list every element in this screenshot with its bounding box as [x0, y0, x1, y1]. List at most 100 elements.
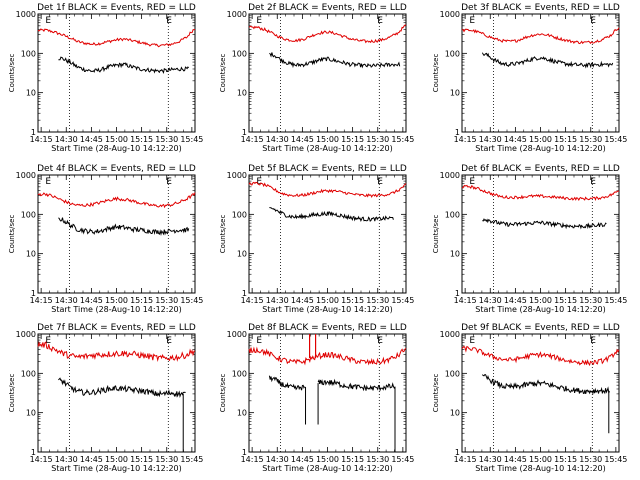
event-marker-label: E — [377, 177, 383, 187]
chart-title: Det 9f BLACK = Events, RED = LLD — [461, 323, 620, 333]
event-marker-label: E — [377, 336, 383, 346]
x-tick-label: 15:45 — [604, 455, 627, 464]
x-tick-label: 15:00 — [105, 296, 128, 305]
x-tick-label: 14:15 — [241, 135, 264, 144]
x-tick-label: 14:30 — [266, 135, 289, 144]
chart-title: Det 8f BLACK = Events, RED = LLD — [248, 323, 407, 333]
event-marker-label: E — [45, 336, 51, 346]
chart-panel-6f: Det 6f BLACK = Events, RED = LLD 1 10 100 10… — [432, 164, 627, 314]
chart-panel-1f: Det 1f BLACK = Events, RED = LLD 1 10 100 10… — [8, 3, 203, 153]
event-marker-label: E — [590, 336, 596, 346]
y-tick-label: 1000 — [440, 10, 460, 19]
event-marker-label: E — [590, 16, 596, 26]
x-tick-label: 15:45 — [180, 296, 203, 305]
x-tick-label: 15:15 — [130, 455, 153, 464]
event-marker-label: E — [166, 16, 172, 26]
chart-panel-5f: Det 5f BLACK = Events, RED = LLD 1 10 100 10… — [219, 164, 414, 314]
x-tick-label: 14:45 — [291, 296, 314, 305]
chart-panel-9f: Det 9f BLACK = Events, RED = LLD 1 10 100 10… — [432, 323, 627, 473]
chart-title: Det 3f BLACK = Events, RED = LLD — [461, 3, 620, 13]
plot-frame — [248, 174, 407, 294]
x-tick-label: 15:30 — [579, 296, 602, 305]
lld-series-line — [37, 340, 196, 362]
x-axis-label: Start Time (28-Aug-10 14:12:20) — [475, 144, 606, 153]
y-tick-label: 1000 — [16, 171, 36, 180]
event-marker-label: E — [469, 177, 475, 187]
lld-series-line — [248, 24, 407, 44]
x-tick-label: 15:30 — [579, 455, 602, 464]
x-tick-label: 14:30 — [479, 296, 502, 305]
y-tick-label: 100 — [445, 49, 460, 58]
y-tick-label: 100 — [445, 369, 460, 378]
x-tick-label: 15:45 — [604, 296, 627, 305]
x-tick-label: 15:30 — [366, 455, 389, 464]
chart-title: Det 2f BLACK = Events, RED = LLD — [248, 3, 407, 13]
y-axis-label: Counts/sec — [219, 54, 227, 93]
events-series-line — [268, 375, 396, 392]
chart-title: Det 6f BLACK = Events, RED = LLD — [461, 164, 620, 174]
x-tick-label: 15:15 — [341, 296, 364, 305]
y-axis-label: Counts/sec — [432, 374, 440, 413]
y-tick-label: 1 — [455, 128, 460, 137]
y-tick-label: 1000 — [440, 171, 460, 180]
x-tick-label: 15:00 — [105, 135, 128, 144]
x-tick-label: 15:15 — [554, 135, 577, 144]
y-tick-label: 1000 — [227, 171, 247, 180]
y-tick-label: 1 — [31, 448, 36, 457]
y-tick-label: 1 — [242, 289, 247, 298]
x-tick-label: 15:30 — [366, 135, 389, 144]
event-marker-label: E — [256, 177, 262, 187]
y-tick-label: 10 — [26, 250, 36, 259]
x-tick-label: 14:30 — [55, 135, 78, 144]
events-series-line — [482, 374, 611, 395]
event-marker-label: E — [469, 16, 475, 26]
events-series-line — [269, 206, 394, 223]
x-axis-label: Start Time (28-Aug-10 14:12:20) — [262, 144, 393, 153]
y-tick-label: 1 — [455, 289, 460, 298]
x-tick-label: 15:00 — [316, 135, 339, 144]
x-tick-label: 14:30 — [266, 296, 289, 305]
y-tick-label: 100 — [21, 369, 36, 378]
chart-title: Det 7f BLACK = Events, RED = LLD — [37, 323, 196, 333]
x-tick-label: 15:15 — [554, 296, 577, 305]
x-tick-label: 15:15 — [554, 455, 577, 464]
lld-series-line — [461, 345, 620, 367]
events-series-line — [269, 52, 401, 69]
y-axis-label: Counts/sec — [219, 374, 227, 413]
lld-series-line — [37, 28, 196, 48]
event-marker-label: E — [590, 177, 596, 187]
x-tick-label: 15:45 — [180, 135, 203, 144]
y-tick-label: 10 — [26, 89, 36, 98]
x-tick-label: 14:45 — [80, 296, 103, 305]
x-tick-label: 14:15 — [454, 455, 477, 464]
chart-panel-2f: Det 2f BLACK = Events, RED = LLD 1 10 100 10… — [219, 3, 414, 153]
y-tick-label: 1 — [242, 128, 247, 137]
y-tick-label: 10 — [237, 409, 247, 418]
events-series-line — [481, 52, 614, 69]
y-tick-label: 1000 — [16, 10, 36, 19]
y-tick-label: 1 — [242, 448, 247, 457]
chart-title: Det 1f BLACK = Events, RED = LLD — [37, 3, 196, 13]
x-axis-label: Start Time (28-Aug-10 14:12:20) — [51, 305, 182, 314]
x-tick-label: 14:45 — [504, 135, 527, 144]
x-tick-label: 15:30 — [366, 296, 389, 305]
x-tick-label: 15:45 — [391, 455, 414, 464]
x-axis-label: Start Time (28-Aug-10 14:12:20) — [475, 305, 606, 314]
x-tick-label: 14:15 — [30, 135, 53, 144]
x-axis-label: Start Time (28-Aug-10 14:12:20) — [51, 464, 182, 473]
y-tick-label: 100 — [232, 49, 247, 58]
chart-panel-3f: Det 3f BLACK = Events, RED = LLD 1 10 100 10… — [432, 3, 627, 153]
y-tick-label: 100 — [445, 210, 460, 219]
y-tick-label: 100 — [21, 49, 36, 58]
y-tick-label: 10 — [237, 89, 247, 98]
y-tick-label: 1 — [455, 448, 460, 457]
x-tick-label: 14:45 — [291, 135, 314, 144]
plot-frame — [37, 174, 196, 294]
x-axis-label: Start Time (28-Aug-10 14:12:20) — [51, 144, 182, 153]
event-marker-label: E — [256, 16, 262, 26]
x-tick-label: 14:45 — [504, 296, 527, 305]
x-tick-label: 15:45 — [180, 455, 203, 464]
x-tick-label: 15:00 — [316, 296, 339, 305]
events-series-line — [482, 218, 607, 230]
